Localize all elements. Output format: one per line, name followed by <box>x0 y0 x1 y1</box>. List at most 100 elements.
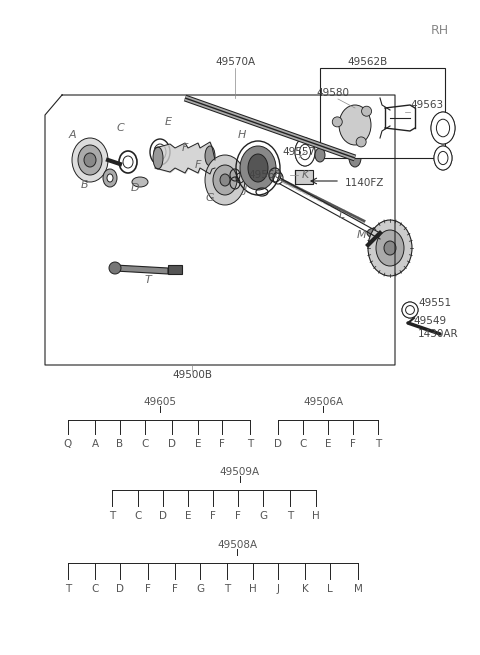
Text: T: T <box>65 584 71 594</box>
Text: G: G <box>259 511 267 521</box>
Ellipse shape <box>406 306 414 314</box>
Ellipse shape <box>431 112 455 144</box>
Ellipse shape <box>72 138 108 182</box>
Ellipse shape <box>436 119 450 137</box>
Text: T: T <box>144 275 151 285</box>
Ellipse shape <box>295 138 315 166</box>
Text: 49563: 49563 <box>410 100 443 110</box>
Ellipse shape <box>339 105 371 145</box>
Text: E: E <box>325 439 331 449</box>
Ellipse shape <box>109 262 121 274</box>
Ellipse shape <box>367 228 383 238</box>
Text: H: H <box>312 511 320 521</box>
Text: 1430AR: 1430AR <box>418 329 458 339</box>
Text: D: D <box>274 439 282 449</box>
Text: G: G <box>206 193 214 203</box>
Text: E: E <box>185 511 191 521</box>
Ellipse shape <box>384 241 396 255</box>
Ellipse shape <box>103 169 117 187</box>
Ellipse shape <box>220 174 230 186</box>
Ellipse shape <box>434 146 452 170</box>
Ellipse shape <box>402 302 418 318</box>
Text: T: T <box>247 439 253 449</box>
Text: J: J <box>243 185 247 195</box>
Ellipse shape <box>205 155 245 205</box>
Polygon shape <box>115 265 168 274</box>
Ellipse shape <box>84 153 96 167</box>
Text: C: C <box>116 123 124 133</box>
Text: L: L <box>339 210 345 220</box>
Text: F: F <box>172 584 178 594</box>
Ellipse shape <box>361 106 372 116</box>
Text: T: T <box>375 439 381 449</box>
Text: A: A <box>68 130 76 140</box>
Text: C: C <box>141 439 149 449</box>
Ellipse shape <box>153 147 163 169</box>
Ellipse shape <box>240 146 276 190</box>
Text: 49551: 49551 <box>418 298 451 308</box>
Text: C: C <box>300 439 307 449</box>
Text: L: L <box>327 584 333 594</box>
Text: 49509A: 49509A <box>220 467 260 477</box>
Text: T: T <box>109 511 115 521</box>
Text: D: D <box>168 439 176 449</box>
Text: 49557: 49557 <box>282 147 315 157</box>
Bar <box>295 170 313 184</box>
Text: D: D <box>159 511 167 521</box>
Text: B: B <box>81 180 89 190</box>
Text: C: C <box>91 584 99 594</box>
Text: F: F <box>182 143 188 153</box>
Ellipse shape <box>356 137 366 147</box>
Text: C: C <box>134 511 142 521</box>
Text: H: H <box>238 130 246 140</box>
Ellipse shape <box>300 144 311 160</box>
Bar <box>320 68 445 158</box>
Ellipse shape <box>205 146 215 166</box>
Ellipse shape <box>438 151 448 164</box>
Ellipse shape <box>349 149 361 167</box>
Text: 1140FZ: 1140FZ <box>345 178 384 188</box>
Ellipse shape <box>107 174 113 182</box>
Text: F: F <box>145 584 151 594</box>
Text: A: A <box>91 439 98 449</box>
Ellipse shape <box>295 138 315 166</box>
Ellipse shape <box>434 146 452 170</box>
Text: K: K <box>301 584 308 594</box>
Ellipse shape <box>78 145 102 175</box>
Text: F: F <box>219 439 225 449</box>
Text: E: E <box>195 439 201 449</box>
Bar <box>168 265 182 274</box>
Ellipse shape <box>402 302 418 318</box>
Text: T: T <box>287 511 293 521</box>
Text: 49580: 49580 <box>316 88 349 98</box>
Ellipse shape <box>431 112 455 144</box>
Text: F: F <box>350 439 356 449</box>
Ellipse shape <box>332 117 342 127</box>
Text: H: H <box>249 584 257 594</box>
Ellipse shape <box>315 148 325 162</box>
Text: RH: RH <box>431 24 449 37</box>
Text: F: F <box>235 511 241 521</box>
Text: K: K <box>301 170 309 180</box>
Ellipse shape <box>368 220 412 276</box>
Text: 49508A: 49508A <box>217 540 257 550</box>
Text: 49605: 49605 <box>144 397 177 407</box>
Text: 49549: 49549 <box>413 316 446 326</box>
Text: E: E <box>165 117 171 127</box>
Ellipse shape <box>132 177 148 187</box>
Text: D: D <box>116 584 124 594</box>
Text: 49506A: 49506A <box>303 397 343 407</box>
Text: 49570A: 49570A <box>215 57 255 67</box>
Ellipse shape <box>376 230 404 266</box>
Text: J: J <box>276 584 279 594</box>
Text: T: T <box>224 584 230 594</box>
Text: B: B <box>117 439 123 449</box>
Ellipse shape <box>213 165 237 195</box>
Text: G: G <box>196 584 204 594</box>
Text: 49500B: 49500B <box>172 370 212 380</box>
Text: Q: Q <box>64 439 72 449</box>
Text: F: F <box>195 160 201 170</box>
Text: M: M <box>354 584 362 594</box>
Text: F: F <box>210 511 216 521</box>
Text: D: D <box>131 183 139 193</box>
